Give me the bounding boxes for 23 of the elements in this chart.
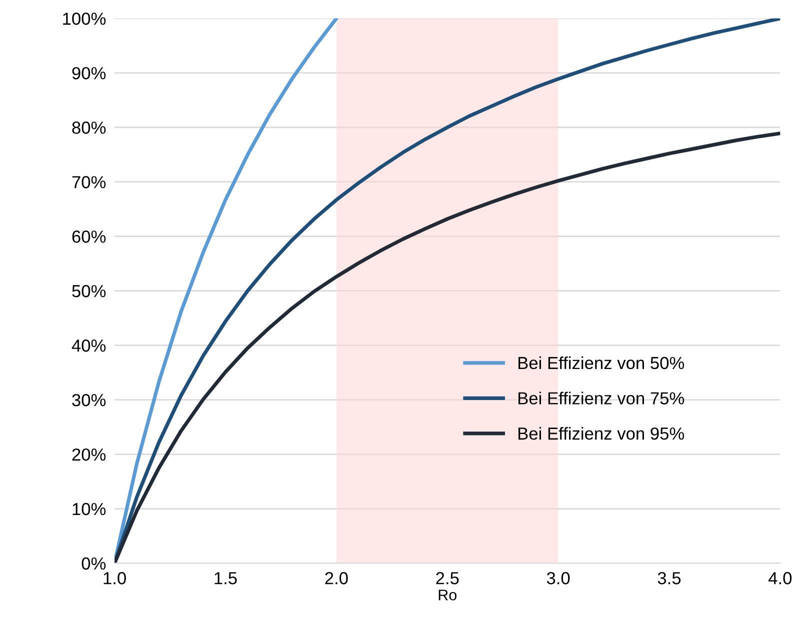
x-tick-label: 2.0 [325, 572, 348, 584]
y-tick-label: 50% [72, 285, 106, 298]
y-tick-label: 20% [72, 448, 106, 461]
line-series [114, 132, 780, 564]
y-tick-label: 0% [82, 557, 106, 570]
x-tick-label: 3.0 [546, 572, 570, 584]
y-tick-label: 80% [72, 122, 106, 134]
legend-label: Bei Effizienz von 95% [518, 426, 684, 440]
legend-label: Bei Effizienz von 50% [518, 356, 684, 370]
y-tick-label: 10% [72, 502, 106, 516]
x-tick-label: 1.0 [104, 572, 126, 584]
x-tick-label: 4.0 [768, 572, 792, 584]
y-tick-label: 30% [72, 394, 106, 406]
x-tick-label: 2.5 [436, 572, 459, 584]
x-axis-title: Ro [438, 590, 456, 600]
y-tick-label: 60% [72, 230, 106, 243]
x-tick-label: 3.5 [658, 572, 681, 584]
legend-label: Bei Effizienz von 75% [518, 392, 684, 404]
x-tick-label: 1.5 [214, 572, 237, 584]
y-tick-label: 70% [72, 176, 106, 188]
y-tick-label: 40% [72, 339, 106, 352]
y-tick-label: 90% [72, 67, 106, 80]
y-tick-label: 100% [63, 12, 106, 25]
